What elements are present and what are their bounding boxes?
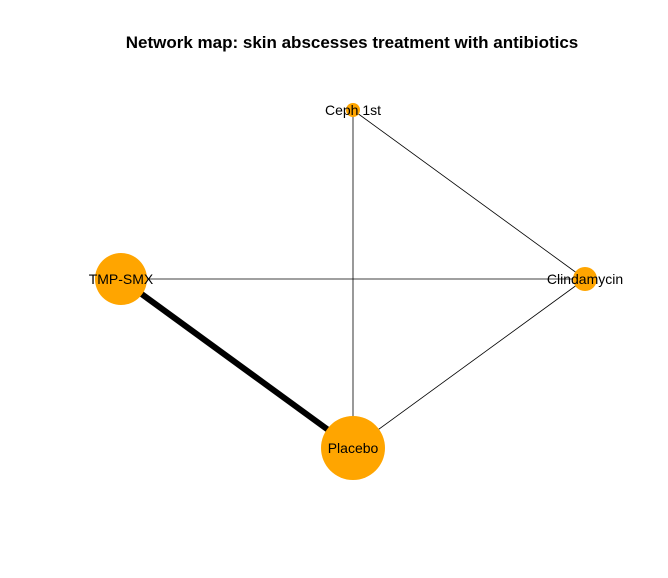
- edge-ceph1st-clindamycin: [352, 109, 586, 280]
- node-label-tmpsmx: TMP-SMX: [89, 271, 154, 287]
- labels-layer: Ceph 1st TMP-SMX Clindamycin Placebo: [89, 102, 623, 456]
- node-label-placebo: Placebo: [328, 440, 379, 456]
- node-ceph1st: [346, 103, 360, 117]
- nodes-layer: [95, 103, 597, 480]
- node-placebo: [321, 416, 385, 480]
- node-tmpsmx: [95, 253, 147, 305]
- edge-clindamycin-placebo: [352, 278, 586, 449]
- edge-tmpsmx-placebo: [119, 276, 355, 451]
- node-clindamycin: [573, 267, 597, 291]
- node-label-clindamycin: Clindamycin: [547, 271, 623, 287]
- node-label-ceph1st: Ceph 1st: [325, 102, 381, 118]
- edges-layer: [119, 109, 586, 451]
- chart-title: Network map: skin abscesses treatment wi…: [126, 33, 579, 52]
